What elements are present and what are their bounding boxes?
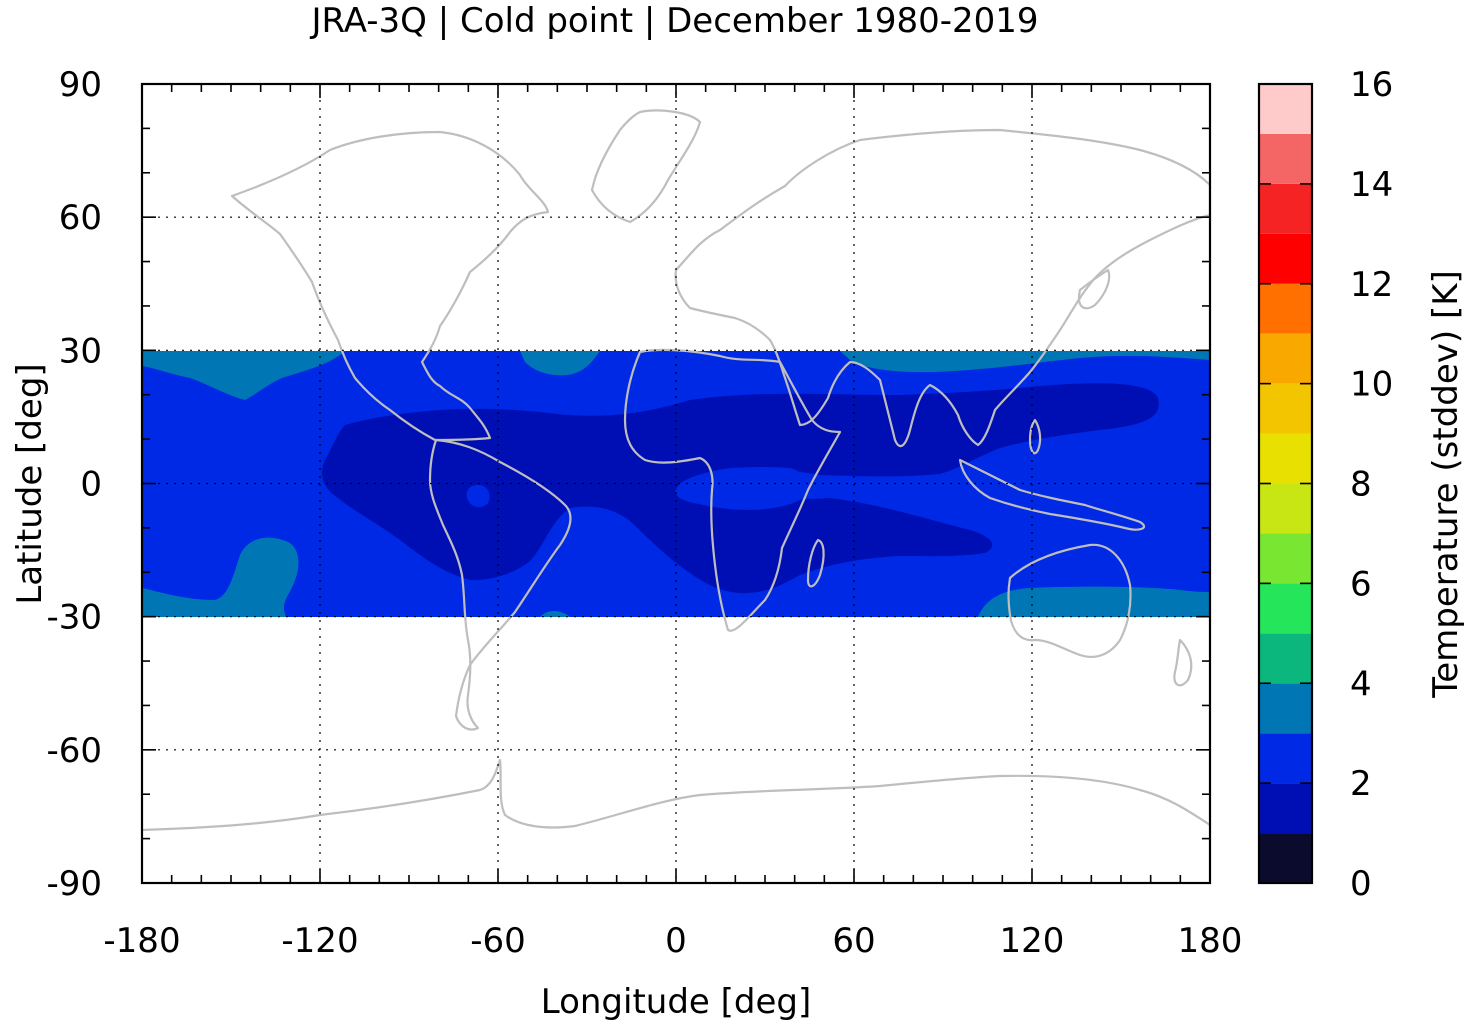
colorbar-tick-label: 0: [1350, 864, 1372, 904]
grid-lines: [142, 84, 1210, 883]
colorbar-tick-label: 8: [1350, 465, 1372, 505]
coastline-africa: [623, 348, 842, 632]
contour-3-4-south-atlantic: [540, 610, 570, 617]
colorbar-tick-label: 14: [1350, 165, 1393, 205]
x-tick-label: 180: [1178, 921, 1243, 961]
y-tick-label: 0: [80, 465, 102, 505]
colorbar-segment: [1259, 483, 1312, 534]
colorbar-segment: [1259, 383, 1312, 434]
colorbar-segment: [1259, 283, 1312, 334]
coastline-north-america: [230, 130, 550, 442]
contour-1-2-tropical-band: [322, 383, 1159, 594]
colorbar-segment: [1259, 633, 1312, 684]
contour-3-4-south-pacific: [142, 537, 299, 617]
colorbar-segment: [1259, 533, 1312, 584]
y-tick-label: -30: [46, 598, 102, 638]
coastline-new-zealand: [1173, 638, 1193, 687]
x-tick-label: 120: [1000, 921, 1065, 961]
coastline-philippines: [1028, 418, 1042, 455]
colorbar-segment: [1259, 783, 1312, 834]
colorbar: [1257, 82, 1314, 885]
colorbar-segment: [1259, 233, 1312, 284]
coastline-antarctica: [142, 758, 1210, 832]
colorbar-tick-label: 16: [1350, 65, 1393, 105]
colorbar-tick-label: 10: [1350, 365, 1393, 405]
colorbar-tick-labels: 0 2 4 6 8 10 12 14 16: [1350, 65, 1393, 904]
colorbar-ticks: [1259, 83, 1312, 884]
y-tick-label: -60: [46, 731, 102, 771]
y-tick-label: 30: [59, 331, 102, 371]
coastline-eurasia: [674, 128, 1210, 448]
x-tick-label: -180: [103, 921, 180, 961]
contour-3-4-north-east: [840, 351, 1210, 373]
contour-3-4-north-pacific: [142, 351, 345, 400]
y-tick-label: -90: [46, 864, 102, 904]
colorbar-segment: [1259, 433, 1312, 484]
contour-3-4-south-east: [978, 586, 1210, 617]
x-tick-label: 60: [832, 921, 875, 961]
coastlines: [142, 109, 1210, 832]
colorbar-segment: [1259, 683, 1312, 734]
colorbar-tick-label: 12: [1350, 265, 1393, 305]
colorbar-segment: [1259, 183, 1312, 234]
coastline-greenland: [590, 109, 702, 224]
x-tick-label: -120: [281, 921, 358, 961]
contour-2-3-central-africa: [676, 467, 809, 510]
colorbar-segment: [1259, 84, 1312, 134]
chart-title: JRA-3Q | Cold point | December 1980-2019: [311, 1, 1039, 41]
x-tick-labels: -180 -120 -60 0 60 120 180: [103, 921, 1242, 961]
y-tick-labels: 90 60 30 0 -30 -60 -90: [46, 65, 102, 904]
y-tick-label: 60: [59, 198, 102, 238]
colorbar-tick-label: 6: [1350, 564, 1372, 604]
coastline-south-america: [428, 438, 572, 731]
colorbar-tick-label: 4: [1350, 664, 1372, 704]
x-tick-label: -60: [470, 921, 526, 961]
colorbar-segment: [1259, 733, 1312, 784]
colorbar-segment: [1259, 833, 1312, 883]
coastline-indonesia: [958, 458, 1146, 531]
contour-2-3-amazon: [466, 485, 490, 508]
colorbar-segment: [1259, 333, 1312, 384]
colorbar-segment: [1259, 133, 1312, 184]
contour-3-4-north-atlantic: [520, 351, 600, 376]
axis-ticks: [141, 83, 1211, 884]
x-tick-label: 0: [665, 921, 687, 961]
x-axis-label: Longitude [deg]: [540, 982, 812, 1022]
colorbar-segment: [1259, 583, 1312, 634]
coastline-madagascar: [806, 538, 825, 588]
y-tick-label: 90: [59, 65, 102, 105]
coastline-japan: [1077, 268, 1111, 310]
coastline-australia: [1007, 543, 1132, 658]
colorbar-tick-label: 2: [1350, 764, 1372, 804]
